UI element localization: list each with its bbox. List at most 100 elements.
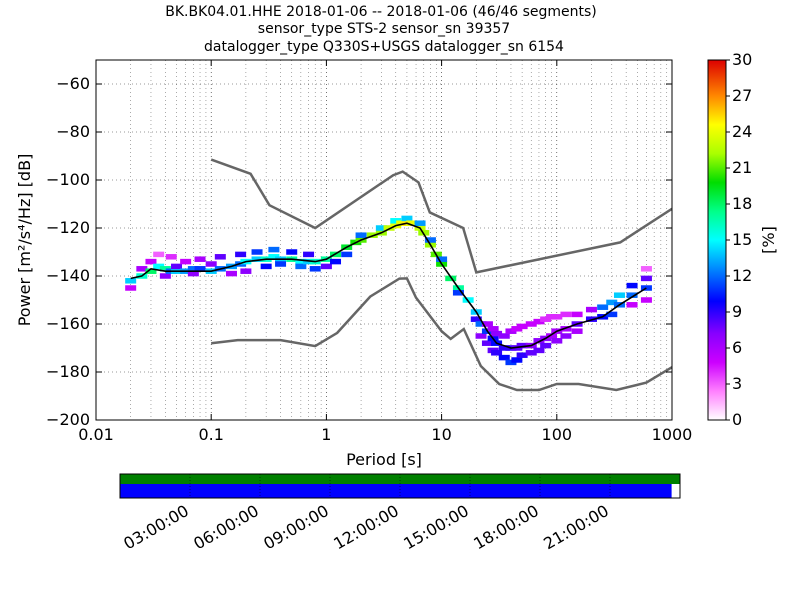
- density-cell: [235, 251, 247, 258]
- density-cell: [498, 354, 510, 361]
- density-cell: [546, 333, 558, 339]
- chart-title-line-3: datalogger_type Q330S+USGS datalogger_sn…: [204, 39, 564, 55]
- mean-curve: [130, 222, 647, 349]
- density-cell: [145, 268, 157, 274]
- timeline-coverage-bar: [120, 484, 672, 498]
- noise-model-high: [210, 158, 672, 274]
- density-cell: [390, 218, 402, 224]
- density-cell: [320, 263, 332, 270]
- density-cell: [505, 359, 517, 366]
- y-tick-label: −100: [46, 170, 90, 189]
- density-cell: [640, 275, 652, 282]
- y-tick-label: −160: [46, 314, 90, 333]
- colorbar-tick-label: 0: [732, 410, 742, 429]
- density-cell: [165, 254, 177, 260]
- y-axis-ticks: −200 −180 −160 −140 −120 −100 −80 −60: [46, 74, 672, 429]
- density-cell: [491, 350, 503, 356]
- y-tick-label: −80: [56, 122, 90, 141]
- density-cell: [171, 263, 183, 270]
- x-tick-label: 1000: [652, 425, 693, 444]
- density-cell: [626, 302, 638, 308]
- density-cell: [136, 266, 148, 272]
- chart-title-line-1: BK.BK04.01.HHE 2018-01-06 -- 2018-01-06 …: [165, 4, 597, 20]
- density-cell: [406, 220, 418, 226]
- x-axis-label: Period [s]: [346, 450, 422, 469]
- density-cell: [383, 225, 395, 231]
- density-cell: [424, 237, 436, 243]
- density-cell: [475, 321, 487, 327]
- density-cell: [225, 270, 237, 277]
- density-cell: [533, 347, 545, 354]
- colorbar-tick-label: 21: [732, 158, 752, 177]
- density-cell: [295, 258, 307, 265]
- colorbar-tick-label: 27: [732, 86, 752, 105]
- density-cell: [470, 316, 482, 322]
- density-cell: [540, 316, 552, 322]
- density-cell: [214, 254, 226, 260]
- x-tick-label: 100: [542, 425, 573, 444]
- density-cell: [180, 258, 192, 265]
- chart-title-line-2: sensor_type STS-2 sensor_sn 39357: [258, 21, 510, 37]
- x-axis-ticks: 0.01 0.1 1 10 100 1000: [78, 60, 692, 444]
- density-cell: [194, 266, 206, 272]
- density-cell: [613, 292, 625, 298]
- density-cell: [511, 357, 523, 363]
- density-cell: [516, 342, 528, 349]
- density-cell: [626, 292, 638, 298]
- timeline-tick-label: 09:00:00: [260, 501, 332, 553]
- density-cell: [525, 350, 537, 356]
- data-coverage-timeline: 03:00:0006:00:0009:00:0012:00:0015:00:00…: [119, 473, 681, 553]
- density-cell: [268, 246, 280, 253]
- density-cell: [640, 285, 652, 291]
- density-cell: [159, 266, 171, 272]
- density-cell: [153, 263, 165, 270]
- density-cell: [498, 345, 510, 351]
- density-cell: [571, 328, 583, 334]
- density-cell: [481, 321, 493, 327]
- density-cell: [205, 261, 217, 267]
- noise-models: [210, 158, 672, 392]
- mean-curve-line: [130, 222, 647, 349]
- density-cell: [533, 338, 545, 344]
- density-cell: [187, 266, 199, 272]
- x-tick-label: 10: [431, 425, 451, 444]
- y-tick-label: −200: [46, 410, 90, 429]
- y-tick-label: −140: [46, 266, 90, 285]
- density-cell: [606, 311, 618, 318]
- density-cell: [525, 321, 537, 327]
- x-tick-label: 0.01: [78, 425, 114, 444]
- density-cell: [597, 304, 609, 310]
- colorbar-tick-label: 18: [732, 194, 752, 213]
- timeline-tick-label: 06:00:00: [190, 501, 262, 553]
- density-cell: [286, 249, 298, 255]
- x-tick-label: 0.1: [198, 425, 223, 444]
- density-cell: [145, 258, 157, 265]
- density-cell: [436, 256, 448, 262]
- density-cell: [498, 333, 510, 339]
- density-cell: [585, 306, 597, 313]
- density-cell: [516, 323, 528, 330]
- density-cell: [240, 268, 252, 274]
- colorbar-ticks: 0 3 6 9 12 15 18 21 24 27 30: [726, 50, 752, 429]
- density-cell: [401, 215, 413, 222]
- density-cell: [640, 297, 652, 303]
- noise-model-low: [211, 277, 672, 392]
- density-cell: [251, 249, 263, 255]
- density-cell: [355, 232, 367, 238]
- y-axis-label: Power [m²/s⁴/Hz] [dB]: [15, 154, 34, 327]
- timeline-tick-label: 03:00:00: [120, 501, 192, 553]
- density-cell: [491, 330, 503, 337]
- density-cell: [626, 282, 638, 289]
- colorbar-label: [%]: [759, 226, 778, 254]
- density-cell: [540, 342, 552, 349]
- density-cell: [560, 333, 572, 339]
- density-cell: [606, 299, 618, 306]
- density-cell: [330, 258, 342, 265]
- density-cell: [125, 278, 137, 284]
- density-cell: [452, 290, 464, 296]
- density-cell: [260, 263, 272, 270]
- grid: [96, 60, 672, 420]
- density-cell: [275, 261, 287, 267]
- density-cell: [194, 256, 206, 262]
